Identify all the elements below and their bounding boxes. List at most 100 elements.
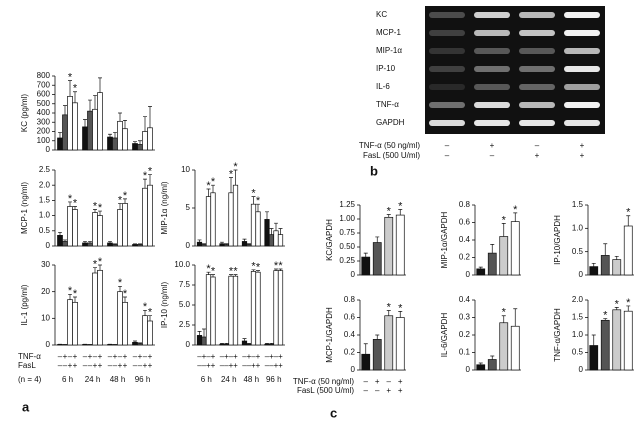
error-bar: [278, 228, 283, 235]
gel-band: [519, 66, 555, 72]
treatment-sign: +: [123, 361, 128, 370]
y-tick-label: 100: [37, 136, 51, 145]
error-bar: [83, 241, 87, 243]
y-axis-label: KC (pg/ml): [20, 94, 29, 133]
significance-star: *: [73, 83, 78, 95]
y-tick-label: 1.0: [572, 223, 584, 232]
bar: [241, 340, 248, 346]
error-bar: [242, 238, 247, 242]
y-tick-label: 0: [351, 365, 356, 374]
y-tick-label: 0.4: [344, 330, 356, 339]
treatment-sign: –: [269, 361, 274, 370]
y-tick-label: 2.5: [179, 320, 191, 329]
y-tick-label: 0: [351, 270, 356, 279]
gel-band: [519, 120, 555, 126]
significance-star: *: [68, 72, 73, 84]
bar: [107, 136, 113, 151]
bar: [250, 203, 257, 247]
y-tick-label: 2.5: [39, 165, 51, 174]
error-bar: [93, 209, 97, 213]
y-tick-label: 200: [37, 127, 51, 136]
bar: [201, 244, 207, 247]
bar: [122, 301, 128, 346]
treatment-sign: –: [535, 141, 540, 150]
y-tick-label: 0: [186, 241, 191, 250]
bar: [132, 341, 138, 346]
significance-star: *: [123, 288, 128, 300]
treatment-sign: +: [490, 141, 495, 150]
treatment-sign: –: [265, 352, 270, 361]
gel-band: [519, 48, 555, 54]
error-bar: [265, 343, 269, 345]
y-tick-label: 0: [46, 145, 51, 154]
error-bar: [478, 266, 483, 269]
bar: [510, 325, 520, 371]
bar: [277, 234, 284, 247]
bar: [82, 242, 88, 247]
bar: [623, 225, 633, 276]
treatment-sign: +: [274, 361, 279, 370]
bar: [264, 343, 270, 346]
significance-star: *: [206, 180, 211, 192]
error-bar: [211, 274, 215, 277]
treatment-sign: –: [202, 361, 207, 370]
error-bar: [626, 305, 631, 312]
y-axis-label: MCP-1 (ng/ml): [20, 182, 29, 234]
bar: [255, 271, 261, 346]
significance-star: *: [93, 259, 98, 271]
error-bar: [143, 309, 147, 316]
bar: [510, 221, 520, 276]
gel-band: [564, 30, 600, 36]
treatment-sign: +: [251, 361, 256, 370]
error-bar: [133, 141, 137, 144]
error-bar: [274, 268, 278, 271]
bar: [232, 184, 239, 247]
treatment-sign: –: [133, 361, 138, 370]
y-tick-label: 1.25: [339, 200, 355, 209]
error-bar: [274, 222, 278, 231]
error-bar: [363, 343, 368, 355]
bar: [246, 343, 252, 346]
y-tick-label: 0: [466, 365, 471, 374]
gel-band: [564, 48, 600, 54]
error-bar: [143, 116, 147, 132]
gel-row-label: GAPDH: [376, 118, 405, 127]
error-bar: [224, 343, 229, 345]
gel-row-label: IL-6: [376, 82, 390, 91]
significance-star: *: [143, 301, 148, 313]
bar: [250, 271, 257, 346]
treatment-sign: +: [73, 352, 78, 361]
bar: [147, 184, 153, 247]
error-bar: [591, 334, 596, 346]
gel-band: [429, 66, 465, 72]
y-tick-label: 0.2: [459, 330, 471, 339]
significance-star: *: [387, 205, 392, 217]
y-tick-label: 0.75: [339, 228, 355, 237]
treatment-sign: +: [229, 361, 234, 370]
treatment-label: TNF-α (50 ng/ml): [359, 141, 420, 150]
bar: [219, 243, 225, 247]
y-tick-label: 800: [37, 71, 51, 80]
treatment-label: TNF-α (50 ng/ml): [293, 377, 354, 386]
gel-band: [474, 84, 510, 90]
error-bar: [202, 328, 206, 337]
treatment-sign: +: [386, 386, 391, 395]
significance-star: *: [211, 176, 216, 188]
treatment-sign: +: [224, 352, 229, 361]
error-bar: [98, 210, 102, 216]
gel-row-label: TNF-α: [376, 100, 399, 109]
y-tick-label: 20: [41, 287, 50, 296]
error-bar: [98, 264, 102, 271]
bar: [241, 241, 248, 247]
y-tick-label: 0: [466, 270, 471, 279]
bar: [72, 209, 78, 247]
treatment-sign: –: [113, 361, 118, 370]
treatment-sign: –: [220, 361, 225, 370]
error-bar: [118, 285, 122, 292]
error-bar: [501, 223, 506, 237]
y-tick-label: 0: [186, 340, 191, 349]
gel-band: [474, 12, 510, 18]
error-bar: [386, 310, 391, 316]
treatment-sign: +: [98, 352, 103, 361]
treatment-label: FasL: [18, 361, 36, 370]
